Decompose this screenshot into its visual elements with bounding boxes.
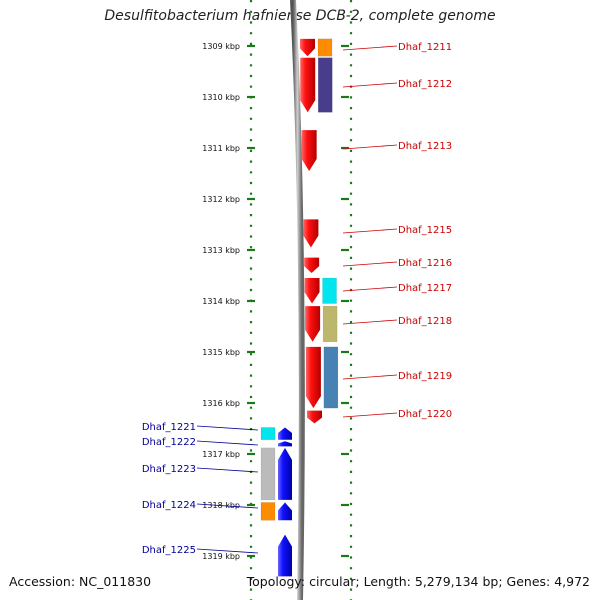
ruler-tick-label: 1309 kbp bbox=[202, 42, 240, 51]
map-title: Desulfitobacterium hafniense DCB-2, comp… bbox=[104, 8, 496, 24]
ruler-tick-label: 1315 kbp bbox=[202, 348, 240, 357]
ruler-tick-label: 1316 kbp bbox=[202, 399, 240, 408]
accession-text: Accession: NC_011830 bbox=[9, 574, 152, 589]
label-leader bbox=[342, 374, 398, 380]
cds-arrow-dhaf_1217 bbox=[304, 278, 320, 304]
label-leader bbox=[342, 412, 398, 418]
cds-arrow-dhaf_1223 bbox=[278, 447, 292, 500]
gene-label[interactable]: Dhaf_1224 bbox=[142, 500, 196, 511]
label-leader bbox=[196, 425, 259, 431]
label-leader bbox=[196, 467, 259, 473]
label-leader bbox=[342, 319, 398, 325]
cog-block-dhaf_1221 bbox=[260, 427, 276, 440]
cds-arrow-dhaf_1222 bbox=[278, 441, 292, 447]
label-leader bbox=[342, 286, 398, 292]
cds-arrow-dhaf_1225 bbox=[278, 534, 292, 577]
cds-arrow-dhaf_1211 bbox=[300, 38, 315, 57]
gene-label[interactable]: Dhaf_1211 bbox=[398, 42, 452, 53]
label-leader bbox=[196, 440, 259, 446]
cds-arrow-dhaf_1224 bbox=[278, 502, 292, 521]
cds-features bbox=[278, 38, 322, 577]
cds-arrow-dhaf_1221 bbox=[278, 427, 292, 440]
gene-label[interactable]: Dhaf_1220 bbox=[398, 409, 452, 420]
ruler-tick-label: 1310 kbp bbox=[202, 93, 240, 102]
cog-block-dhaf_1219 bbox=[323, 346, 339, 409]
backbone-line bbox=[290, 0, 305, 600]
gene-label[interactable]: Dhaf_1223 bbox=[142, 464, 196, 475]
label-leader bbox=[196, 548, 259, 554]
gene-label[interactable]: Dhaf_1218 bbox=[398, 316, 452, 327]
label-leader bbox=[342, 45, 398, 51]
label-leader bbox=[196, 503, 259, 509]
cds-arrow-dhaf_1215 bbox=[303, 219, 319, 248]
label-leader bbox=[342, 261, 398, 267]
genome-backbone bbox=[290, 0, 305, 600]
ruler-tick-label: 1312 kbp bbox=[202, 195, 240, 204]
genome-summary-text: Topology: circular; Length: 5,279,134 bp… bbox=[246, 574, 590, 589]
cog-block-dhaf_1212 bbox=[317, 57, 333, 113]
gene-label[interactable]: Dhaf_1222 bbox=[142, 437, 196, 448]
ruler-tick-label: 1311 kbp bbox=[202, 144, 240, 153]
gene-labels: Dhaf_1211 Dhaf_1212 Dhaf_1213 Dhaf_1215 Dhaf… bbox=[142, 42, 452, 556]
ruler-tick-label: 1313 kbp bbox=[202, 246, 240, 255]
cds-arrow-dhaf_1213 bbox=[301, 130, 317, 171]
cog-block-dhaf_1218 bbox=[322, 305, 338, 343]
cog-block-dhaf_1217 bbox=[322, 277, 337, 304]
label-leader bbox=[342, 82, 398, 88]
label-leader bbox=[342, 228, 398, 234]
gene-label[interactable]: Dhaf_1225 bbox=[142, 545, 196, 556]
cds-arrow-dhaf_1216 bbox=[304, 257, 320, 273]
ruler-tick-label: 1314 kbp bbox=[202, 297, 240, 306]
cds-arrow-dhaf_1219 bbox=[305, 346, 321, 409]
gene-label[interactable]: Dhaf_1221 bbox=[142, 422, 196, 433]
gene-label[interactable]: Dhaf_1216 bbox=[398, 258, 452, 269]
gene-label[interactable]: Dhaf_1217 bbox=[398, 283, 452, 294]
cog-features bbox=[260, 38, 339, 521]
cds-arrow-dhaf_1218 bbox=[305, 306, 321, 342]
gene-label[interactable]: Dhaf_1219 bbox=[398, 371, 452, 382]
ruler-tick-label: 1317 kbp bbox=[202, 450, 240, 459]
ruler-tick-label: 1319 kbp bbox=[202, 552, 240, 561]
cog-block-dhaf_1224 bbox=[260, 502, 276, 521]
gene-label[interactable]: Dhaf_1215 bbox=[398, 225, 452, 236]
gene-label[interactable]: Dhaf_1213 bbox=[398, 141, 452, 152]
cds-arrow-dhaf_1220 bbox=[307, 410, 322, 424]
gene-label[interactable]: Dhaf_1212 bbox=[398, 79, 452, 90]
cds-arrow-dhaf_1212 bbox=[300, 57, 316, 113]
cog-block-dhaf_1211 bbox=[317, 38, 333, 57]
cog-block-dhaf_1223 bbox=[260, 447, 276, 501]
label-leader bbox=[342, 144, 398, 150]
